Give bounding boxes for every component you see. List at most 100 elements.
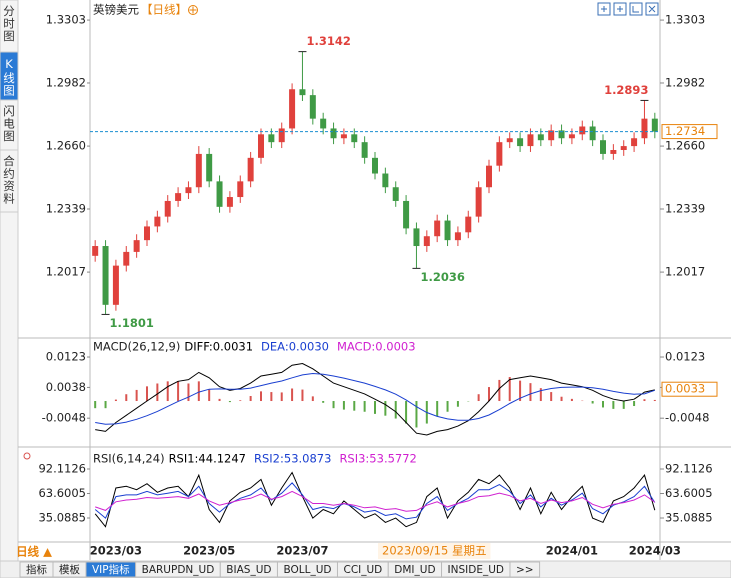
macd-bar: [136, 390, 138, 401]
macd-bar: [250, 396, 252, 401]
y-tick-label: 1.3303: [46, 13, 86, 27]
candle-body: [341, 134, 347, 138]
period-selector[interactable]: 日线 ▲: [16, 545, 52, 559]
candle-body: [631, 138, 637, 146]
macd-bar: [281, 392, 283, 401]
candle-body: [445, 221, 451, 241]
high-label: 1.2893: [604, 83, 648, 97]
candle-body: [310, 95, 316, 119]
y-tick-label: 92.1126: [38, 462, 86, 476]
candle-body: [424, 236, 430, 246]
macd-bar: [415, 401, 417, 427]
macd-bar: [333, 401, 335, 408]
macd-bar: [156, 383, 158, 401]
macd-bar: [602, 401, 604, 407]
bottom-tab-label[interactable]: 模板: [59, 563, 80, 576]
macd-bar: [592, 401, 594, 404]
macd-bar: [384, 401, 386, 416]
bottom-tab-label[interactable]: INSIDE_UD: [448, 564, 504, 576]
macd-bar: [612, 401, 614, 409]
candle-body: [538, 134, 544, 140]
candle-body: [103, 246, 109, 305]
sidebar-tab-label[interactable]: 闪电图: [2, 104, 16, 142]
sidebar-tab-label[interactable]: K线图: [2, 57, 16, 97]
macd-bar: [488, 387, 490, 401]
y-tick-label: 1.2017: [665, 265, 705, 279]
bottom-tab-label[interactable]: VIP指标: [92, 563, 130, 576]
macd-bar: [550, 392, 552, 401]
candle-body: [476, 187, 482, 216]
x-tick-label: 2024/03: [629, 544, 681, 558]
legend-entry: RSI1:44.1247: [169, 452, 246, 466]
candle-body: [413, 228, 419, 246]
candle-body: [299, 89, 305, 95]
y-tick-label: 1.2660: [46, 139, 86, 153]
y-tick-label: -0.0048: [42, 411, 86, 425]
macd-bar: [105, 401, 107, 408]
macd-bar: [447, 401, 449, 412]
macd-bar: [364, 401, 366, 412]
candle-body: [372, 158, 378, 174]
y-tick-label: 0.0123: [665, 350, 705, 364]
low-label: 1.1801: [110, 316, 154, 330]
macd-bar: [167, 381, 169, 401]
macd-bar: [301, 390, 303, 401]
candle-body: [621, 146, 627, 150]
y-tick-label: -0.0048: [665, 411, 709, 425]
candle-body: [123, 252, 129, 266]
candle-body: [579, 126, 585, 134]
macd-bar: [260, 391, 262, 401]
price-tag-label: 1.2734: [665, 124, 705, 138]
y-tick-label: 1.2339: [665, 201, 705, 215]
macd-bar: [322, 401, 324, 403]
macd-bar: [146, 386, 148, 401]
macd-bar: [198, 381, 200, 401]
bottom-tab-label[interactable]: DMI_UD: [394, 564, 435, 576]
candle-body: [393, 187, 399, 201]
candle-body: [486, 166, 492, 188]
sidebar-tab-label[interactable]: 合约资料: [2, 154, 16, 205]
candle-body: [434, 221, 440, 237]
candle-body: [237, 181, 243, 197]
candle-body: [527, 134, 533, 146]
candle-body: [652, 119, 658, 132]
y-tick-label: 35.0885: [665, 511, 713, 525]
candle-body: [165, 201, 171, 217]
x-tick-label: 2023/07: [276, 544, 328, 558]
candle-body: [206, 154, 212, 181]
candle-body: [113, 266, 119, 305]
macd-bar: [187, 383, 189, 401]
y-tick-label: 1.2982: [665, 75, 705, 89]
macd-bar: [291, 388, 293, 401]
cursor-date-label: 2023/09/15 星期五: [382, 544, 486, 558]
candle-body: [134, 240, 140, 252]
macd-bar: [571, 399, 573, 401]
macd-bar: [478, 394, 480, 401]
macd-bar: [208, 390, 210, 401]
candle-body: [144, 226, 150, 240]
candle-body: [362, 142, 368, 158]
macd-bar: [270, 392, 272, 401]
y-tick-label: 1.2660: [665, 139, 705, 153]
price-tag-label: 0.0033: [665, 382, 705, 396]
candle-body: [517, 138, 523, 146]
candle-body: [268, 134, 274, 142]
macd-bar: [219, 399, 221, 401]
candle-body: [610, 150, 616, 154]
bottom-tab-label[interactable]: BOLL_UD: [283, 564, 331, 576]
candle-body: [185, 187, 191, 193]
bottom-tab-label[interactable]: BIAS_UD: [226, 564, 271, 576]
add-icon[interactable]: [189, 6, 198, 15]
bottom-tab-label[interactable]: >>: [516, 564, 534, 576]
candle-body: [455, 232, 461, 240]
bottom-tab-label[interactable]: 指标: [26, 563, 47, 576]
bottom-tab-label[interactable]: BARUPDN_UD: [142, 564, 215, 576]
candle-body: [217, 181, 223, 206]
y-tick-label: 1.2017: [46, 265, 86, 279]
candle-body: [92, 246, 98, 256]
macd-bar: [498, 380, 500, 401]
bottom-tab-label[interactable]: CCI_UD: [343, 564, 382, 576]
sidebar-tab-label[interactable]: 分时图: [2, 5, 16, 43]
